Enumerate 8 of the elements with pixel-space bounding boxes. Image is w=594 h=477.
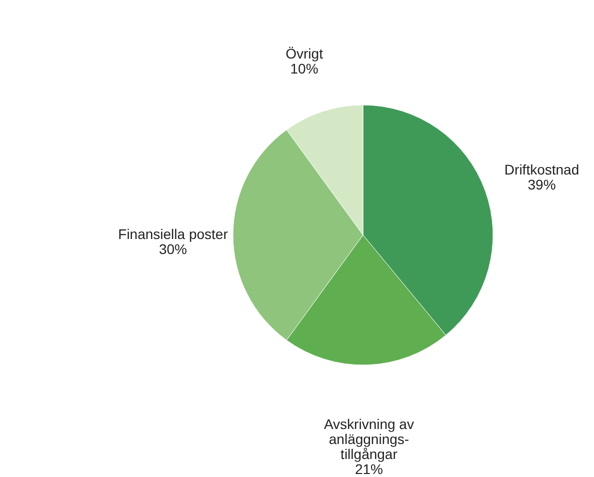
slice-label: Övrigt — [286, 45, 324, 62]
slice-label: Avskrivning av anläggnings- tillgångar — [324, 416, 414, 462]
data-label: 30% — [158, 241, 188, 257]
slice-label: Finansiella poster — [118, 226, 228, 242]
slice-label: Driftkostnad — [504, 162, 580, 178]
data-label: 10% — [290, 60, 318, 76]
data-label: 39% — [528, 176, 556, 193]
data-label: 21% — [354, 460, 383, 477]
